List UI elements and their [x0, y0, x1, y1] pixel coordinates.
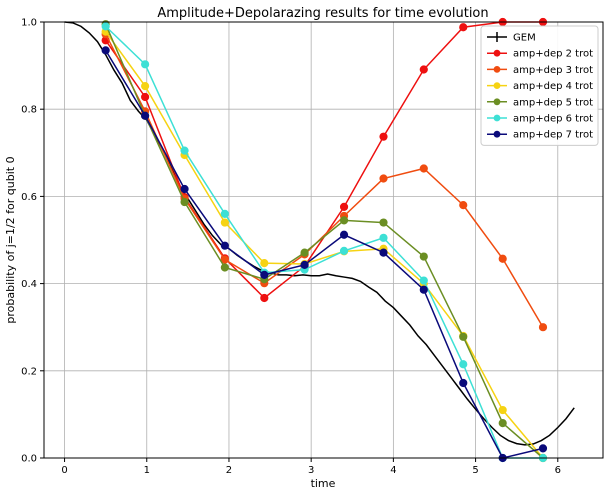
legend-marker [493, 98, 501, 106]
legend-marker [493, 130, 501, 138]
x-tick-label: 5 [472, 465, 478, 476]
series-line [104, 23, 544, 459]
series-2 [101, 30, 548, 332]
data-point [339, 216, 349, 225]
legend-item: amp+dep 3 trot [487, 65, 593, 76]
data-point [379, 132, 388, 141]
series-line [104, 33, 544, 328]
data-point [141, 111, 150, 120]
legend-label: amp+dep 2 trot [513, 49, 593, 60]
data-point [339, 246, 349, 255]
y-tick-label: 1.0 [21, 18, 37, 29]
legend-box [480, 25, 599, 146]
data-point [339, 230, 349, 239]
data-point [141, 81, 150, 91]
series-line [105, 25, 543, 459]
x-tick-label: 4 [390, 465, 396, 476]
legend-marker [493, 82, 501, 89]
legend-label: amp+dep 3 trot [513, 65, 593, 76]
y-tick-label: 0.0 [21, 454, 37, 465]
series-5 [101, 22, 548, 463]
legend: GEM amp+dep 2 trot amp+dep 3 trot amp+dep 4… [480, 25, 599, 146]
data-point [498, 405, 507, 415]
y-tick-label: 0.2 [21, 366, 37, 377]
y-tick-label: 0.6 [21, 192, 37, 203]
legend-label: amp+dep 7 trot [513, 130, 593, 141]
legend-item: amp+dep 2 trot [487, 49, 593, 60]
data-point [339, 202, 349, 211]
data-point [419, 252, 428, 261]
series-line [105, 49, 544, 459]
legend-item: amp+dep 6 trot [487, 114, 593, 125]
data-point [459, 360, 468, 369]
x-tick-label: 2 [226, 465, 232, 476]
data-point [459, 378, 468, 388]
data-point [419, 164, 428, 173]
data-point [180, 197, 189, 207]
y-tick-label: 0.8 [21, 105, 37, 116]
legend-label: GEM [513, 33, 536, 44]
data-point [538, 444, 548, 453]
series-line [105, 31, 544, 459]
series-4 [101, 20, 548, 463]
legend-item: GEM [487, 32, 536, 44]
series-3 [101, 27, 548, 463]
legend-label: amp+dep 5 trot [513, 97, 593, 108]
data-point [498, 254, 507, 263]
data-point [180, 146, 189, 155]
data-point [220, 255, 229, 264]
x-tick-label: 1 [144, 465, 150, 476]
data-point [260, 293, 269, 303]
legend-label: amp+dep 4 trot [513, 81, 593, 92]
data-point [260, 270, 269, 279]
data-point [379, 248, 388, 257]
y-tick-label: 0.4 [21, 279, 37, 290]
data-point [419, 65, 428, 74]
x-tick-label: 0 [61, 465, 67, 476]
data-point [379, 233, 388, 242]
plot-frame [43, 21, 604, 459]
legend-item: amp+dep 5 trot [487, 97, 593, 108]
series-line [105, 21, 543, 299]
data-point [141, 92, 150, 102]
x-tick-label: 6 [555, 465, 561, 476]
data-point [459, 332, 468, 341]
data-point [379, 174, 388, 183]
chart-title: Amplitude+Depolarazing results for time … [157, 6, 488, 21]
data-point [220, 263, 229, 272]
data-point [180, 184, 189, 194]
data-point [300, 260, 309, 269]
data-point [141, 60, 150, 69]
legend-marker [493, 66, 501, 73]
legend-item: amp+dep 7 trot [487, 130, 593, 141]
legend-marker [493, 114, 501, 122]
data-point [101, 46, 110, 55]
data-point [300, 248, 309, 257]
legend-marker [493, 49, 501, 57]
data-point [459, 201, 468, 210]
x-tick-label: 3 [308, 465, 314, 476]
data-point [101, 22, 110, 31]
data-point [419, 276, 428, 285]
data-point [260, 259, 269, 268]
data-point [498, 419, 507, 428]
y-axis-title: probability of j=1/2 for qubit 0 [4, 156, 17, 323]
legend-item: amp+dep 4 trot [487, 81, 593, 92]
data-point [220, 209, 229, 218]
series-layer [101, 17, 548, 463]
data-point [419, 285, 428, 294]
data-point [538, 323, 548, 332]
series-6 [101, 46, 548, 463]
ticks: 0 1 2 3 4 5 6 0.0 0.2 0.4 0.6 0.8 1.0 [21, 18, 561, 477]
data-point [459, 23, 468, 32]
x-axis-title: time [311, 477, 336, 490]
data-point [220, 218, 229, 227]
data-point [379, 218, 388, 227]
data-point [220, 241, 229, 250]
legend-label: amp+dep 6 trot [513, 114, 593, 125]
